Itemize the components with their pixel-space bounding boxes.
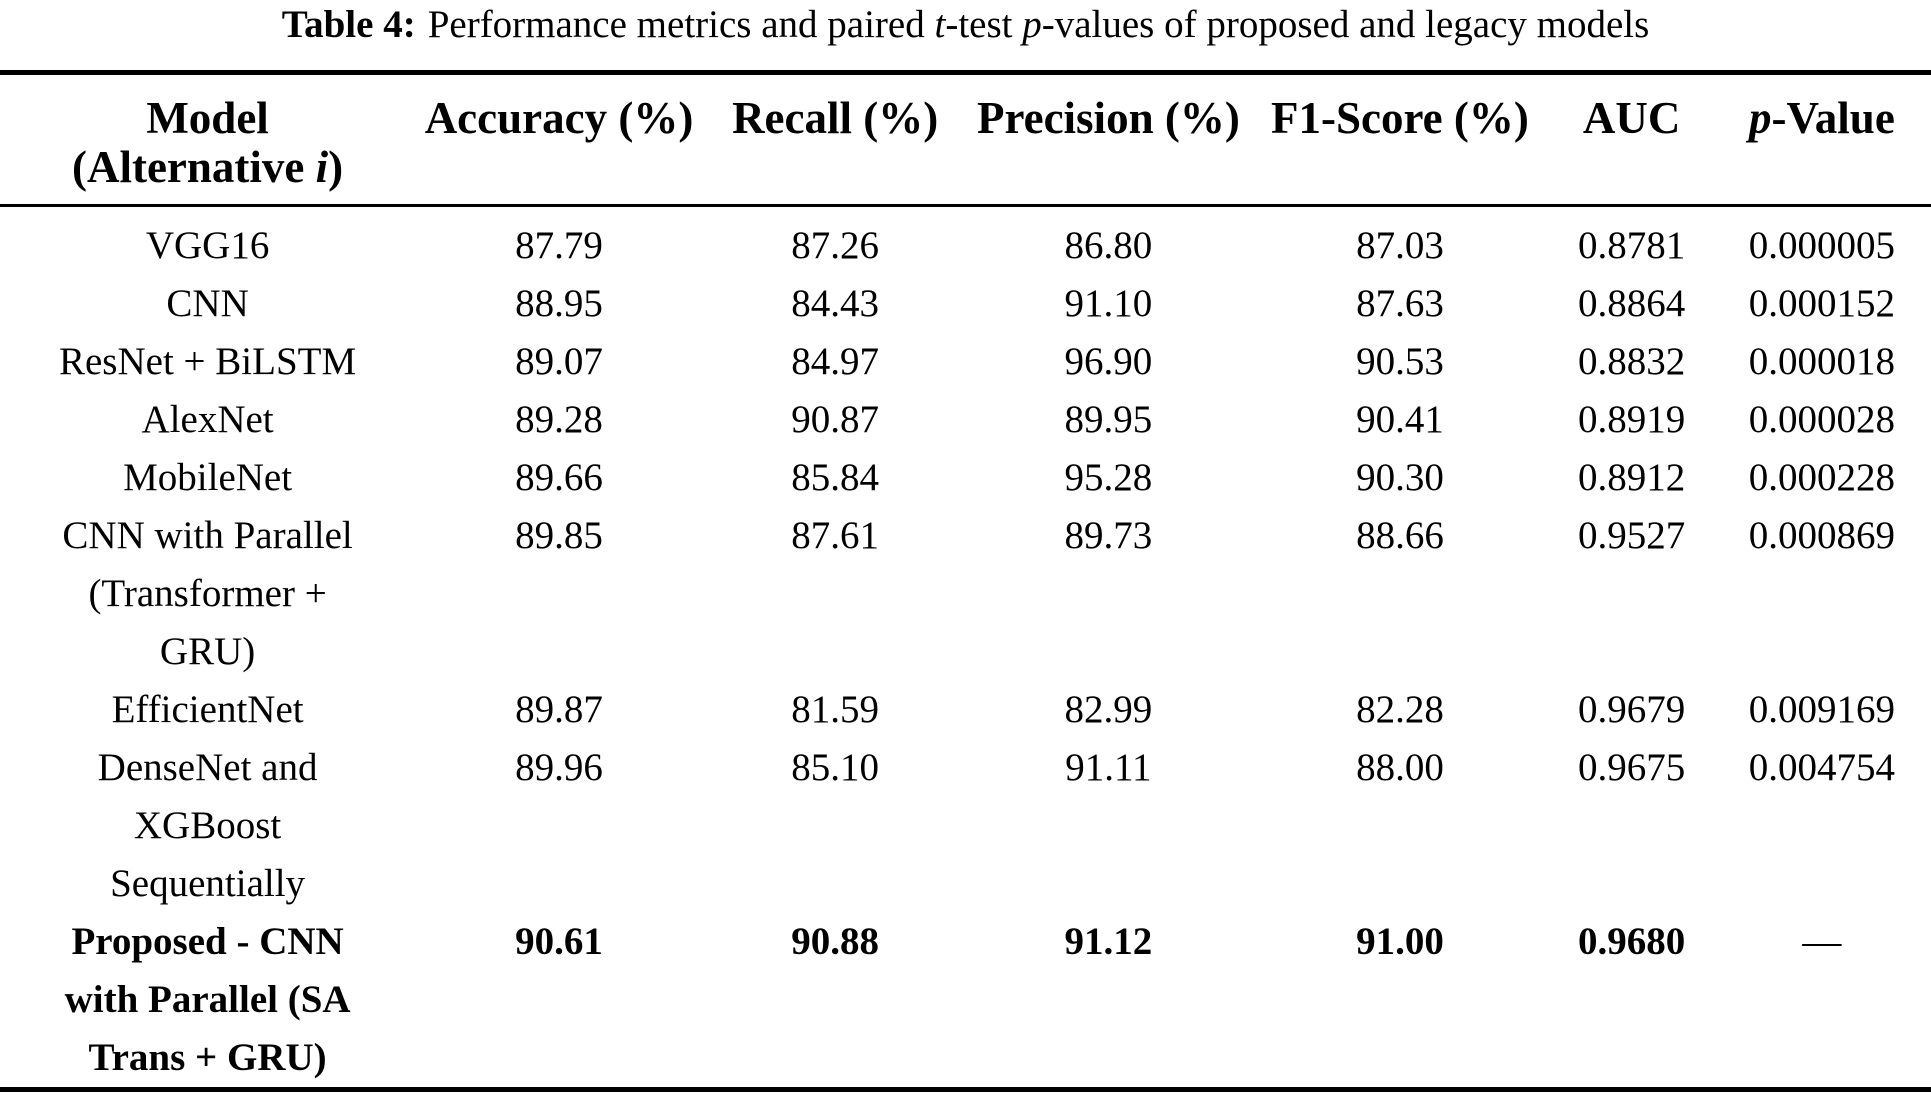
precision-cell: 95.28: [1064, 456, 1153, 499]
pvalue-cell: 0.004754: [1748, 746, 1896, 789]
auc-cell: 0.8912: [1578, 456, 1686, 499]
caption-italic-p: p: [1022, 3, 1042, 46]
model-cell: AlexNet: [141, 398, 274, 441]
auc-cell: 0.8832: [1578, 340, 1686, 383]
auc-cell: 0.9675: [1578, 746, 1686, 789]
recall-cell: 84.43: [791, 282, 880, 325]
table-row-efficientnet: EfficientNet 89.87 81.59 82.99 82.28 0.9…: [0, 681, 1931, 739]
precision-cell: 91.10: [1064, 282, 1153, 325]
recall-cell: 84.97: [791, 340, 880, 383]
caption-label: Table 4:: [281, 3, 416, 46]
recall-cell: 85.84: [791, 456, 880, 499]
recall-cell: 87.26: [791, 224, 880, 267]
accuracy-cell: 89.96: [515, 746, 603, 789]
pvalue-cell: 0.000018: [1748, 340, 1896, 383]
pvalue-cell: 0.000152: [1748, 282, 1896, 325]
caption-text-3: -values of proposed and legacy models: [1041, 3, 1650, 46]
auc-cell: 0.8864: [1578, 282, 1686, 325]
f1-cell: 90.41: [1356, 398, 1444, 441]
accuracy-cell: 89.28: [515, 398, 603, 441]
pvalue-cell: 0.000228: [1748, 456, 1896, 499]
recall-cell: 90.88: [791, 920, 880, 963]
accuracy-cell: 88.95: [515, 282, 603, 325]
pvalue-p-symbol: p: [1748, 93, 1772, 143]
accuracy-cell: 89.07: [515, 340, 603, 383]
pvalue-cell: 0.000028: [1748, 398, 1896, 441]
accuracy-cell: 87.79: [515, 224, 603, 267]
auc-cell: 0.8919: [1578, 398, 1686, 441]
precision-cell: 86.80: [1064, 224, 1153, 267]
table-row-proposed: Proposed - CNN with Parallel (SA Trans +…: [0, 913, 1931, 1090]
model-cell: VGG16: [145, 224, 270, 267]
accuracy-cell: 89.85: [515, 514, 603, 557]
f1-cell: 88.66: [1356, 514, 1444, 557]
table-row-densenet-xgboost: DenseNet and XGBoost Sequentially 89.96 …: [0, 739, 1931, 913]
pvalue-cell: 0.000005: [1748, 224, 1896, 267]
f1-cell: 90.30: [1356, 456, 1444, 499]
alternative-i-symbol: i: [315, 142, 329, 192]
caption-text-2: -test: [945, 3, 1023, 46]
metrics-table: Model (Alternative i) Accuracy (%) Recal…: [0, 70, 1931, 1092]
precision-cell: 82.99: [1064, 688, 1153, 731]
model-cell: CNN with Parallel (Transformer + GRU): [62, 514, 353, 673]
col-header-pvalue: p-Value: [1712, 72, 1931, 207]
f1-cell: 87.63: [1356, 282, 1444, 325]
pvalue-cell: 0.000869: [1748, 514, 1896, 557]
table-row-alexnet: AlexNet 89.28 90.87 89.95 90.41 0.8919 0…: [0, 391, 1931, 449]
accuracy-cell: 89.66: [515, 456, 603, 499]
accuracy-cell: 90.61: [515, 920, 603, 963]
auc-cell: 0.9679: [1578, 688, 1686, 731]
model-cell: ResNet + BiLSTM: [58, 340, 357, 383]
table-row-cnn-parallel-transformer-gru: CNN with Parallel (Transformer + GRU) 89…: [0, 507, 1931, 681]
col-header-model-line1: Model: [146, 93, 269, 143]
table-row-mobilenet: MobileNet 89.66 85.84 95.28 90.30 0.8912…: [0, 449, 1931, 507]
col-header-model-line2: (Alternative i): [71, 142, 344, 192]
recall-cell: 81.59: [791, 688, 880, 731]
col-header-accuracy: Accuracy (%): [415, 72, 703, 207]
col-header-recall: Recall (%): [702, 72, 968, 207]
table-caption: Table 4: Performance metrics and paired t…: [0, 0, 1931, 48]
col-header-precision: Precision (%): [967, 72, 1250, 207]
table-row-resnet-bilstm: ResNet + BiLSTM 89.07 84.97 96.90 90.53 …: [0, 333, 1931, 391]
col-header-f1: F1-Score (%): [1249, 72, 1551, 207]
table-row-cnn: CNN 88.95 84.43 91.10 87.63 0.8864 0.000…: [0, 275, 1931, 333]
model-cell: CNN: [166, 282, 249, 325]
table-row-vgg16: VGG16 87.79 87.26 86.80 87.03 0.8781 0.0…: [0, 206, 1931, 276]
precision-cell: 89.95: [1064, 398, 1153, 441]
model-cell: EfficientNet: [111, 688, 304, 731]
col-header-model: Model (Alternative i): [0, 72, 416, 207]
auc-cell: 0.9527: [1578, 514, 1686, 557]
f1-cell: 82.28: [1356, 688, 1444, 731]
model-cell: MobileNet: [123, 456, 293, 499]
f1-cell: 88.00: [1356, 746, 1444, 789]
recall-cell: 87.61: [791, 514, 880, 557]
caption-italic-t: t: [934, 3, 946, 46]
precision-cell: 91.12: [1064, 920, 1153, 963]
col-header-auc: AUC: [1550, 72, 1713, 207]
accuracy-cell: 89.87: [515, 688, 603, 731]
f1-cell: 87.03: [1356, 224, 1444, 267]
model-cell: Proposed - CNN with Parallel (SA Trans +…: [64, 920, 351, 1079]
f1-cell: 91.00: [1356, 920, 1444, 963]
recall-cell: 85.10: [791, 746, 880, 789]
caption-text-1: Performance metrics and paired: [427, 3, 935, 46]
model-cell: DenseNet and XGBoost Sequentially: [97, 746, 318, 905]
auc-cell: 0.8781: [1578, 224, 1686, 267]
pvalue-cell: 0.009169: [1748, 688, 1896, 731]
pvalue-cell-dash: —: [1802, 920, 1842, 963]
recall-cell: 90.87: [791, 398, 880, 441]
header-row: Model (Alternative i) Accuracy (%) Recal…: [0, 72, 1931, 207]
precision-cell: 89.73: [1064, 514, 1153, 557]
precision-cell: 96.90: [1064, 340, 1153, 383]
auc-cell: 0.9680: [1578, 920, 1686, 963]
precision-cell: 91.11: [1065, 746, 1152, 789]
f1-cell: 90.53: [1356, 340, 1444, 383]
